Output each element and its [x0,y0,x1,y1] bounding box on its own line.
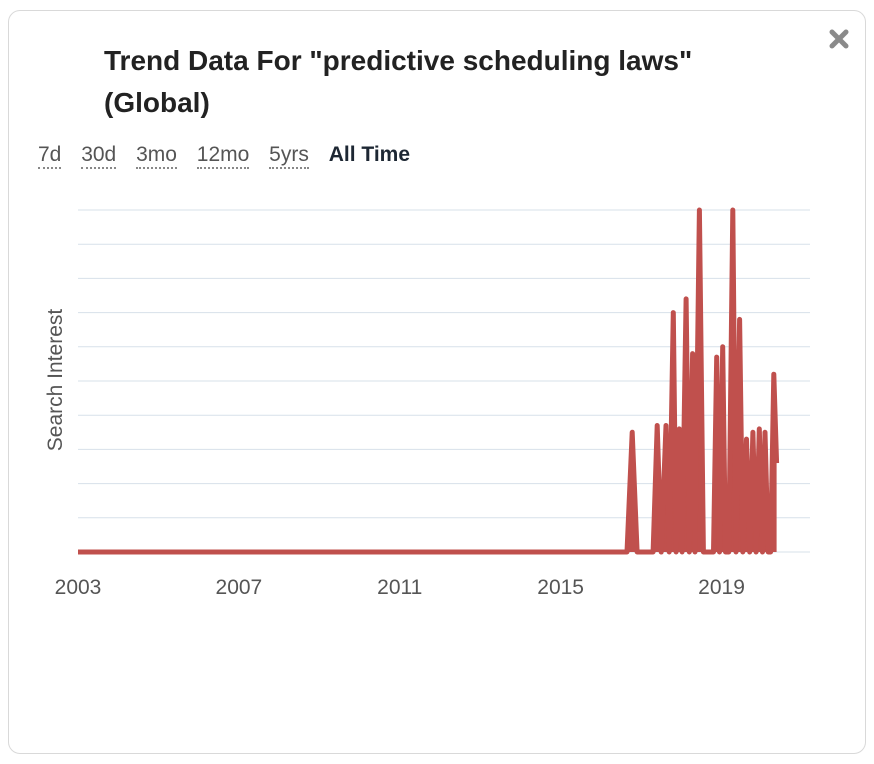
y-axis-label: Search Interest [44,309,67,452]
chart-title: Trend Data For "predictive scheduling la… [104,45,693,118]
x-tick-label: 2007 [216,576,263,599]
range-all-time[interactable]: All Time [328,143,411,166]
range-30d[interactable]: 30d [81,143,117,169]
series-line [78,207,780,555]
range-3mo[interactable]: 3mo [136,143,177,169]
x-tick-label: 2011 [377,576,422,599]
close-icon[interactable] [828,28,850,50]
range-12mo[interactable]: 12mo [196,143,250,169]
x-tick-label: 2003 [55,576,102,599]
time-range-selector: 7d 30d 3mo 12mo 5yrs All Time [38,143,424,169]
x-tick-label: 2019 [698,576,745,599]
x-tick-label: 2015 [537,576,584,599]
range-5yrs[interactable]: 5yrs [269,143,309,169]
range-7d[interactable]: 7d [38,143,62,169]
